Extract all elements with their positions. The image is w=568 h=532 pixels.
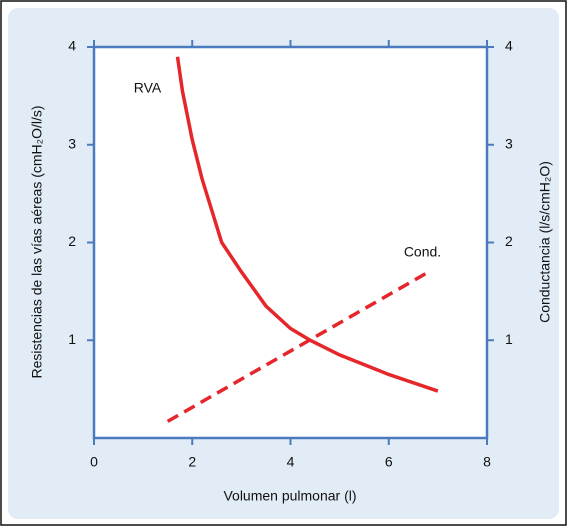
- y2-tick-label: 1: [505, 331, 513, 347]
- y-axis-label: Resistencias de las vías aéreas (cmH₂O/l…: [29, 105, 45, 378]
- x-tick-label: 6: [385, 454, 393, 470]
- series-label: RVA: [134, 79, 162, 95]
- x-tick-label: 2: [188, 454, 196, 470]
- series-label: Cond.: [404, 244, 441, 260]
- y2-tick-label: 4: [505, 38, 513, 54]
- x-tick-label: 4: [287, 454, 295, 470]
- plot-area: [92, 45, 489, 440]
- y-tick-label: 1: [68, 331, 76, 347]
- y-tick-label: 4: [68, 38, 76, 54]
- line-series: [166, 269, 432, 423]
- x-axis-label: Volumen pulmonar (l): [223, 488, 356, 504]
- y2-tick-label: 2: [505, 233, 513, 249]
- y-tick-label: 3: [68, 135, 76, 151]
- y-tick-label: 2: [68, 233, 76, 249]
- y2-axis-label: Conductancia (l/s/cmH₂O): [537, 161, 553, 323]
- line-series: [175, 56, 439, 393]
- y2-tick-label: 3: [505, 135, 513, 151]
- x-tick-label: 0: [90, 454, 98, 470]
- x-tick-label: 8: [483, 454, 491, 470]
